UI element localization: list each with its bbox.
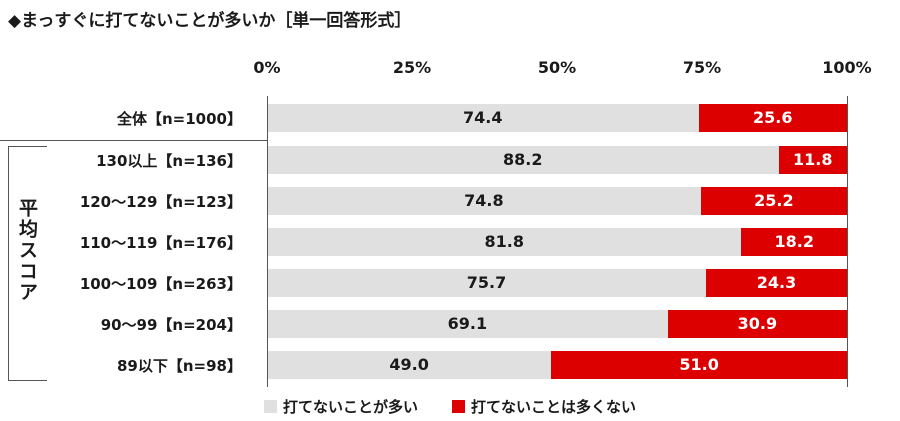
- legend-label: 打てないことは多くない: [471, 398, 637, 416]
- data-label: 30.9: [737, 314, 778, 333]
- category-label: 100〜109【n=263】: [79, 275, 242, 293]
- data-label: 25.6: [753, 108, 793, 127]
- bar-segment: [267, 269, 707, 297]
- x-tick-label: 25%: [392, 58, 432, 77]
- data-label: 51.0: [679, 355, 719, 374]
- category-label: 90〜99【n=204】: [100, 316, 242, 334]
- legend-swatch: [263, 400, 277, 413]
- chart-title: ◆まっすぐに打てないことが多いか［単一回答形式］: [8, 11, 412, 31]
- data-label: 11.8: [793, 150, 833, 169]
- data-label: 18.2: [774, 232, 814, 251]
- group-bracket: [8, 146, 47, 381]
- bar-segment: [267, 228, 742, 256]
- data-label: 24.3: [756, 273, 797, 292]
- data-label: 88.2: [503, 150, 543, 169]
- bar-segment: [267, 310, 668, 338]
- bar-segment: [667, 310, 847, 338]
- row-separator: [0, 140, 267, 141]
- data-label: 74.4: [463, 108, 503, 127]
- bar-segment: [706, 269, 847, 297]
- bar-segment: [267, 351, 552, 379]
- bar-segment: [267, 187, 701, 215]
- category-label: 全体【n=1000】: [117, 110, 242, 128]
- data-label: 81.8: [484, 232, 524, 251]
- bar-segment: [267, 104, 699, 132]
- x-tick-label: 0%: [253, 58, 281, 77]
- data-label: 25.2: [754, 191, 794, 210]
- bar-segment: [267, 146, 779, 174]
- data-label: 74.8: [464, 191, 504, 210]
- data-label: 49.0: [389, 355, 429, 374]
- legend-label: 打てないことが多い: [282, 398, 418, 416]
- category-label: 130以上【n=136】: [96, 152, 242, 170]
- x-tick-label: 100%: [822, 58, 872, 77]
- x-tick-label: 75%: [682, 58, 722, 77]
- data-label: 69.1: [447, 314, 488, 333]
- legend-swatch: [452, 400, 465, 413]
- data-label: 75.7: [466, 273, 507, 292]
- legend-item: 打てないことが多い: [263, 396, 418, 417]
- group-label: 平均スコア: [16, 198, 38, 303]
- y-axis-line: [267, 96, 268, 387]
- bar-segment: [700, 187, 847, 215]
- bar-segment: [741, 228, 847, 256]
- category-label: 89以下【n=98】: [117, 357, 242, 375]
- right-axis-line: [847, 96, 848, 387]
- bar-segment: [698, 104, 847, 132]
- bar-segment: [551, 351, 847, 379]
- x-tick-label: 50%: [537, 58, 577, 77]
- legend: 打てないことが多い 打てないことは多くない: [0, 396, 900, 417]
- bar-segment: [778, 146, 847, 174]
- category-label: 110〜119【n=176】: [79, 234, 242, 252]
- legend-item: 打てないことは多くない: [452, 396, 636, 417]
- category-label: 120〜129【n=123】: [79, 193, 242, 211]
